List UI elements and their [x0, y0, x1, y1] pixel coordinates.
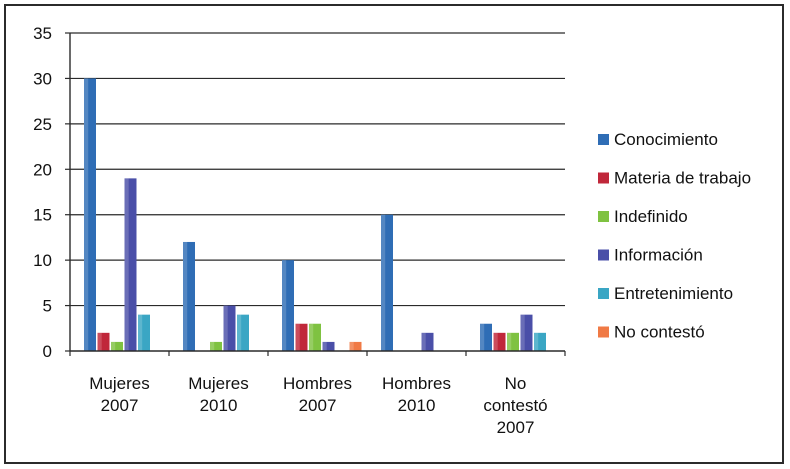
bar-información-1 — [223, 305, 236, 351]
category-label: contestó — [483, 396, 547, 415]
bar-información-0 — [124, 178, 137, 351]
bar-highlight — [210, 341, 215, 351]
category-label: 2007 — [299, 396, 337, 415]
bar-highlight — [421, 332, 426, 351]
category-label: Mujeres — [89, 374, 149, 393]
gridlines — [70, 32, 565, 307]
bar-highlight — [138, 314, 143, 351]
bar-información-2 — [322, 341, 335, 351]
category-label: Hombres — [283, 374, 352, 393]
bar-información-4 — [520, 314, 533, 351]
bar-materia-de-trabajo-4 — [493, 332, 506, 351]
bar-highlight — [507, 332, 512, 351]
bar-materia-de-trabajo-0 — [97, 332, 110, 351]
y-tick-label: 35 — [33, 24, 52, 43]
bar-indefinido-0 — [111, 341, 123, 351]
legend-label: Información — [614, 246, 703, 265]
bar-materia-de-trabajo-2 — [295, 323, 308, 351]
category-label: 2007 — [497, 418, 535, 437]
bar-highlight — [349, 341, 354, 351]
category-label: Mujeres — [188, 374, 248, 393]
bar-highlight — [493, 332, 498, 351]
bar-highlight — [322, 341, 327, 351]
bar-highlight — [534, 332, 539, 351]
category-labels: Mujeres 2007 Mujeres 2010 Hombres 2007 Hombres… — [89, 374, 547, 437]
legend-swatch — [598, 134, 609, 145]
bar-indefinido-2 — [309, 323, 321, 351]
bar-highlight — [309, 323, 314, 351]
bar-entretenimiento-4 — [534, 332, 546, 351]
y-tick-labels: 0 5 10 15 20 25 30 35 — [33, 24, 52, 361]
bar-highlight — [97, 332, 102, 351]
legend-swatch — [598, 211, 609, 222]
category-label: No — [505, 374, 527, 393]
y-tick-label: 0 — [43, 342, 52, 361]
bar-indefinido-4 — [507, 332, 519, 351]
bar-conocimiento-0 — [84, 78, 96, 351]
bar-highlight — [84, 78, 89, 351]
bar-conocimiento-4 — [480, 323, 492, 351]
category-label: 2007 — [101, 396, 139, 415]
category-label: Hombres — [382, 374, 451, 393]
legend-label: Conocimiento — [614, 130, 718, 149]
bar-información-3 — [421, 332, 434, 351]
legend-label: No contestó — [614, 323, 705, 342]
y-tick-label: 25 — [33, 115, 52, 134]
bar-highlight — [237, 314, 242, 351]
bars — [84, 78, 546, 351]
bar-highlight — [480, 323, 485, 351]
y-tick-label: 10 — [33, 251, 52, 270]
category-label: 2010 — [200, 396, 238, 415]
legend-swatch — [598, 288, 609, 299]
bar-conocimiento-2 — [282, 260, 294, 351]
bar-highlight — [124, 178, 129, 351]
bar-highlight — [381, 214, 386, 351]
bar-conocimiento-1 — [183, 241, 195, 351]
legend-swatch — [598, 249, 609, 261]
legend-swatch — [598, 172, 609, 184]
bar-highlight — [282, 260, 287, 351]
legend: Conocimiento Materia de trabajo Indefinido… — [598, 130, 751, 342]
legend-label: Entretenimiento — [614, 284, 733, 303]
bar-highlight — [111, 341, 116, 351]
y-tick-label: 15 — [33, 206, 52, 225]
y-tick-label: 30 — [33, 69, 52, 88]
y-tick-label: 20 — [33, 160, 52, 179]
bar-highlight — [295, 323, 300, 351]
bar-no-contestó-2 — [349, 341, 362, 351]
category-label: 2010 — [398, 396, 436, 415]
bar-conocimiento-3 — [381, 214, 393, 351]
bar-highlight — [183, 241, 188, 351]
bar-indefinido-1 — [210, 341, 222, 351]
legend-label: Indefinido — [614, 207, 688, 226]
bar-highlight — [223, 305, 228, 351]
axes — [65, 32, 566, 356]
bar-entretenimiento-0 — [138, 314, 150, 351]
legend-swatch — [598, 326, 609, 338]
y-tick-label: 5 — [43, 297, 52, 316]
bar-highlight — [520, 314, 525, 351]
bar-entretenimiento-1 — [237, 314, 249, 351]
legend-label: Materia de trabajo — [614, 169, 751, 188]
